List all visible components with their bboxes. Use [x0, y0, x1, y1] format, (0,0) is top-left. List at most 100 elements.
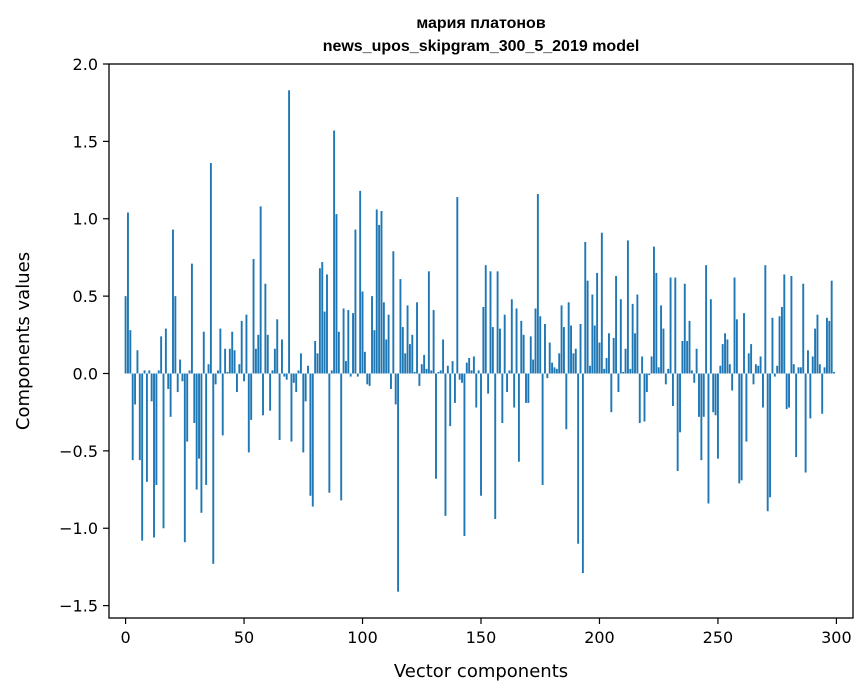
bar [797, 367, 800, 374]
bar [527, 373, 530, 403]
y-tick-label: 0.5 [73, 287, 98, 306]
bar [747, 353, 750, 374]
bar [214, 373, 217, 385]
bar [771, 317, 774, 374]
bar [269, 373, 272, 411]
bar [728, 364, 731, 374]
bar [799, 367, 802, 374]
bar [394, 373, 397, 405]
bar [337, 331, 340, 374]
bar [562, 327, 565, 374]
bar [217, 370, 219, 374]
bar [259, 206, 262, 374]
bar [316, 353, 319, 374]
bar [427, 271, 430, 374]
bar [674, 277, 677, 374]
bar [638, 373, 641, 424]
x-axis-ticks: 0 50 100 150 200 250 300 [120, 618, 852, 647]
bar [347, 310, 350, 374]
bar [560, 305, 563, 374]
y-tick-label: 2.0 [73, 55, 98, 74]
bar [198, 373, 200, 459]
bar [785, 373, 788, 410]
bar [494, 373, 497, 519]
bar [487, 373, 490, 394]
y-tick-label: −0.5 [59, 442, 98, 461]
bar [811, 356, 814, 374]
bar [489, 271, 492, 374]
bar [705, 265, 708, 374]
bar [503, 314, 506, 374]
bar [472, 356, 475, 374]
bar [802, 283, 805, 374]
bar [664, 373, 667, 385]
bar [420, 364, 423, 374]
bar [603, 368, 606, 374]
bar [484, 265, 487, 374]
bar [446, 365, 449, 374]
bar [574, 348, 577, 374]
y-axis-label: Components values [13, 252, 34, 430]
bar [167, 373, 170, 389]
bar [380, 211, 383, 374]
bar [188, 370, 191, 374]
bar [683, 283, 686, 374]
bar [584, 241, 587, 374]
bar [162, 373, 165, 529]
chart-subtitle: news_upos_skipgram_300_5_2019 model [323, 38, 640, 55]
bar [809, 373, 812, 419]
bar [541, 373, 544, 485]
bar [363, 351, 366, 374]
bar [745, 373, 748, 442]
bar [195, 373, 198, 490]
bar [278, 373, 281, 441]
bar [631, 303, 634, 374]
bar [754, 364, 757, 374]
bar [629, 368, 632, 374]
bar [413, 371, 416, 374]
bar [416, 302, 418, 374]
bar [266, 334, 269, 374]
bar [650, 356, 653, 374]
bar [600, 232, 603, 374]
bar [288, 90, 291, 374]
bar [134, 373, 137, 405]
bar [688, 320, 691, 374]
bar [176, 373, 179, 393]
bar [207, 364, 210, 374]
bar [655, 272, 658, 374]
bar [634, 333, 636, 374]
bar [309, 373, 312, 496]
bar [205, 373, 208, 485]
bar [155, 373, 158, 485]
bar [764, 265, 767, 374]
bar [693, 373, 696, 383]
bar [660, 305, 663, 374]
bar [617, 373, 620, 393]
bar [297, 370, 300, 374]
x-tick-label: 100 [347, 628, 378, 647]
bar [264, 283, 267, 374]
bar [366, 373, 369, 385]
bar [570, 325, 572, 374]
bar [757, 365, 760, 374]
bar [567, 302, 570, 374]
bar [361, 291, 364, 374]
bar [435, 373, 437, 479]
bar [738, 373, 741, 484]
bar [392, 251, 395, 374]
bar [352, 313, 354, 374]
bar [271, 370, 274, 374]
bar [499, 328, 501, 374]
bar [368, 373, 371, 386]
bar [240, 320, 243, 374]
bar [186, 373, 189, 442]
bar [657, 367, 660, 374]
bar [622, 371, 625, 374]
bar [795, 373, 798, 458]
bar [565, 373, 568, 430]
bar [591, 294, 594, 374]
bar [475, 373, 478, 408]
bar [759, 356, 762, 374]
bar [662, 328, 665, 374]
